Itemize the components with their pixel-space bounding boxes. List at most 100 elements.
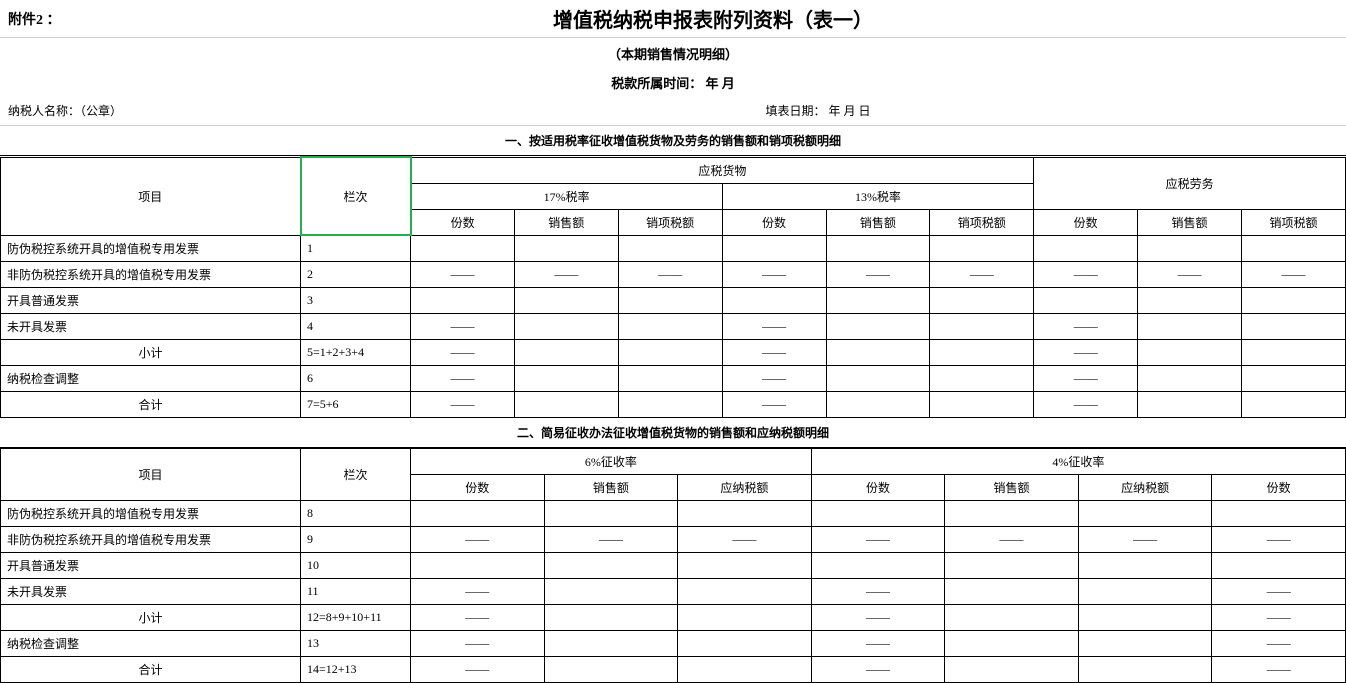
data-cell xyxy=(826,287,930,313)
row-label: 防伪税控系统开具的增值税专用发票 xyxy=(1,500,301,526)
rate4-header: 4%征收率 xyxy=(811,448,1345,474)
data-cell: —— xyxy=(1138,261,1242,287)
data-cell: —— xyxy=(411,630,545,656)
data-cell xyxy=(930,339,1034,365)
fill-date-label: 填表日期： 年 月 日 xyxy=(290,96,1346,125)
table-row: 小计5=1+2+3+4—————— xyxy=(1,339,1346,365)
document-title: 增值税纳税申报表附列资料（表一） xyxy=(88,4,1338,33)
rate17-header: 17%税率 xyxy=(411,183,723,209)
table-row: 防伪税控系统开具的增值税专用发票1 xyxy=(1,235,1346,261)
row-label: 非防伪税控系统开具的增值税专用发票 xyxy=(1,526,301,552)
data-cell xyxy=(678,578,812,604)
data-cell xyxy=(945,630,1079,656)
data-cell xyxy=(1242,339,1346,365)
data-cell: —— xyxy=(618,261,722,287)
data-cell xyxy=(945,500,1079,526)
data-cell xyxy=(1034,235,1138,261)
period-label: 税款所属时间： 年 月 xyxy=(0,69,1346,96)
data-cell: —— xyxy=(811,630,945,656)
data-cell: —— xyxy=(722,365,826,391)
data-cell xyxy=(514,287,618,313)
data-cell xyxy=(826,391,930,417)
data-cell: —— xyxy=(411,339,515,365)
sub-count: 份数 xyxy=(411,209,515,235)
subtitle: （本期销售情况明细） xyxy=(0,38,1346,69)
data-cell: —— xyxy=(1212,604,1346,630)
data-cell xyxy=(1078,604,1212,630)
data-cell: —— xyxy=(411,656,545,682)
row-lan: 1 xyxy=(301,235,411,261)
row-label: 纳税检查调整 xyxy=(1,365,301,391)
sub-tax: 应纳税额 xyxy=(1078,474,1212,500)
sub-sales: 销售额 xyxy=(514,209,618,235)
data-cell xyxy=(411,235,515,261)
table-row: 未开具发票11—————— xyxy=(1,578,1346,604)
sub-count: 份数 xyxy=(1034,209,1138,235)
data-cell: —— xyxy=(811,604,945,630)
table-row: 合计14=12+13—————— xyxy=(1,656,1346,682)
rate6-header: 6%征收率 xyxy=(411,448,812,474)
col-lan-header: 栏次 xyxy=(301,157,411,235)
data-cell: —— xyxy=(1212,630,1346,656)
data-cell xyxy=(618,287,722,313)
table-row: 开具普通发票3 xyxy=(1,287,1346,313)
data-cell: —— xyxy=(722,339,826,365)
row-label: 合计 xyxy=(1,656,301,682)
data-cell: —— xyxy=(1034,365,1138,391)
data-cell xyxy=(618,339,722,365)
data-cell xyxy=(678,604,812,630)
data-cell: —— xyxy=(811,526,945,552)
sub-tax: 销项税额 xyxy=(1242,209,1346,235)
col-item-header: 项目 xyxy=(1,448,301,500)
data-cell: —— xyxy=(1212,656,1346,682)
data-cell xyxy=(678,656,812,682)
data-cell xyxy=(930,235,1034,261)
data-cell xyxy=(811,500,945,526)
data-cell: —— xyxy=(826,261,930,287)
data-cell xyxy=(1078,656,1212,682)
data-cell: —— xyxy=(722,313,826,339)
sub-sales: 销售额 xyxy=(826,209,930,235)
section2-table: 项目 栏次 6%征收率 4%征收率 份数 销售额 应纳税额 份数 销售额 应纳税… xyxy=(0,448,1346,683)
rate13-header: 13%税率 xyxy=(722,183,1034,209)
section1-title: 一、按适用税率征收增值税货物及劳务的销售额和销项税额明细 xyxy=(0,126,1346,156)
table-row: 合计7=5+6—————— xyxy=(1,391,1346,417)
row-lan: 14=12+13 xyxy=(301,656,411,682)
row-label: 防伪税控系统开具的增值税专用发票 xyxy=(1,235,301,261)
data-cell: —— xyxy=(1242,261,1346,287)
data-cell xyxy=(1138,365,1242,391)
row-label: 小计 xyxy=(1,339,301,365)
row-lan: 3 xyxy=(301,287,411,313)
row-label: 未开具发票 xyxy=(1,313,301,339)
data-cell: —— xyxy=(411,365,515,391)
data-cell xyxy=(514,235,618,261)
table-row: 非防伪税控系统开具的增值税专用发票9—————————————— xyxy=(1,526,1346,552)
data-cell xyxy=(411,552,545,578)
data-cell: —— xyxy=(1212,578,1346,604)
table-row: 小计12=8+9+10+11—————— xyxy=(1,604,1346,630)
row-label: 小计 xyxy=(1,604,301,630)
data-cell: —— xyxy=(411,391,515,417)
data-cell xyxy=(811,552,945,578)
data-cell xyxy=(544,500,678,526)
data-cell xyxy=(514,313,618,339)
data-cell xyxy=(826,313,930,339)
data-cell: —— xyxy=(930,261,1034,287)
data-cell: —— xyxy=(1078,526,1212,552)
data-cell: —— xyxy=(722,261,826,287)
data-cell xyxy=(1138,287,1242,313)
data-cell xyxy=(1078,500,1212,526)
data-cell xyxy=(1242,235,1346,261)
row-lan: 6 xyxy=(301,365,411,391)
data-cell xyxy=(722,287,826,313)
section2-title: 二、简易征收办法征收增值税货物的销售额和应纳税额明细 xyxy=(0,418,1346,448)
meta-row: 纳税人名称：（公章） 填表日期： 年 月 日 xyxy=(0,96,1346,126)
sub-count: 份数 xyxy=(811,474,945,500)
attachment-label: 附件2 ： xyxy=(8,9,88,29)
data-cell xyxy=(544,656,678,682)
data-cell xyxy=(618,391,722,417)
data-cell: —— xyxy=(1034,391,1138,417)
sub-count: 份数 xyxy=(1212,474,1346,500)
data-cell xyxy=(1242,365,1346,391)
data-cell: —— xyxy=(678,526,812,552)
